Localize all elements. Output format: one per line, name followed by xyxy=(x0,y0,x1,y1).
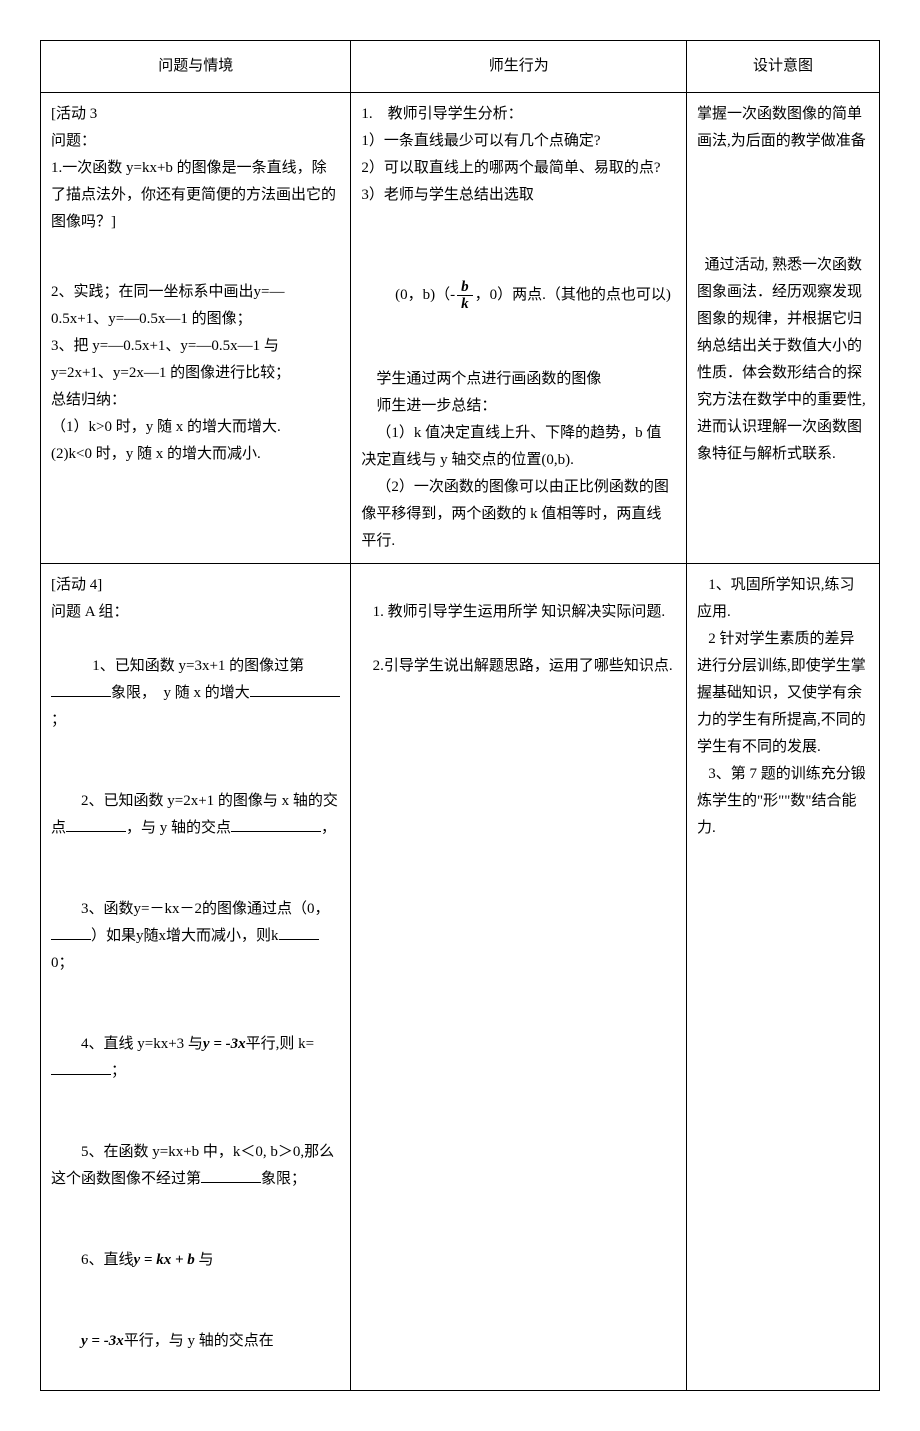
table-row: 2、实践；在同一坐标系中画出y=—0.5x+1、y=—0.5x—1 的图像； 3… xyxy=(41,244,880,564)
blank-field xyxy=(250,696,340,697)
fraction-icon: bk xyxy=(457,279,473,312)
text-block: 1.一次函数 y=kx+b 的图像是一条直线，除了描点法外，你还有更简便的方法画… xyxy=(51,155,340,236)
header-col2: 师生行为 xyxy=(351,41,687,93)
q1-line: 1、已知函数 y=3x+1 的图像过第象限， y 随 x 的增大 ； xyxy=(51,626,340,761)
cell-row3-col1: [活动 4] 问题 A 组： 1、已知函数 y=3x+1 的图像过第象限， y … xyxy=(41,564,351,1391)
blank-field xyxy=(66,831,126,832)
blank-field xyxy=(51,696,111,697)
text-block: 3）老师与学生总结出选取 xyxy=(361,182,676,209)
text-span: ）如果y随x增大而减小，则k xyxy=(91,928,279,944)
text-block: 学生通过两个点进行画函数的图像 xyxy=(361,366,676,393)
cell-row3-col3: 1、巩固所学知识,练习应用. 2 针对学生素质的差异进行分层训练,即使学生掌握基… xyxy=(687,564,880,1391)
blank-field xyxy=(231,831,321,832)
header-col1: 问题与情境 xyxy=(41,41,351,93)
text-block: [活动 4] xyxy=(51,572,340,599)
math-expr: y = kx + b xyxy=(134,1252,195,1268)
cell-row2-col3: 通过活动, 熟悉一次函数图象画法．经历观察发现图象的规律，并根据它归纳总结出关于… xyxy=(687,244,880,564)
blank-field xyxy=(51,1074,111,1075)
cell-row1-col1: [活动 3 问题： 1.一次函数 y=kx+b 的图像是一条直线，除了描点法外，… xyxy=(41,93,351,245)
text-block: 1. 教师引导学生运用所学 知识解决实际问题. xyxy=(361,599,676,626)
text-span: 4、直线 y=kx+3 与 xyxy=(81,1036,203,1052)
cell-row3-col2: 1. 教师引导学生运用所学 知识解决实际问题. 2.引导学生说出解题思路，运用了… xyxy=(351,564,687,1391)
text-span: 3、函数y=－kx－2的图像通过点（0， xyxy=(81,901,329,917)
text-block: 1、巩固所学知识,练习应用. 2 针对学生素质的差异进行分层训练,即使学生掌握基… xyxy=(697,572,869,842)
table-header-row: 问题与情境 师生行为 设计意图 xyxy=(41,41,880,93)
table-row: [活动 3 问题： 1.一次函数 y=kx+b 的图像是一条直线，除了描点法外，… xyxy=(41,93,880,245)
text-span: ； xyxy=(51,712,66,728)
text-span: ， xyxy=(321,820,336,836)
text-block: 总结归纳： xyxy=(51,387,340,414)
text-block: 1. 教师引导学生分析： xyxy=(361,101,676,128)
text-block: 问题： xyxy=(51,128,340,155)
blank-field xyxy=(201,1182,261,1183)
lesson-plan-table: 问题与情境 师生行为 设计意图 [活动 3 问题： 1.一次函数 y=kx+b … xyxy=(40,40,880,1391)
cell-row2-col2: (0，b)（-bk，0）两点.（其他的点也可以) 学生通过两个点进行画函数的图像… xyxy=(351,244,687,564)
blank-field xyxy=(279,939,319,940)
q3-line: 3、函数y=－kx－2的图像通过点（0， ）如果y随x增大而减小，则k 0； xyxy=(51,869,340,1004)
header-col3: 设计意图 xyxy=(687,41,880,93)
text-span: 平行,则 k= xyxy=(246,1036,314,1052)
math-expr: y = -3x xyxy=(81,1333,124,1349)
text-block: [活动 3 xyxy=(51,101,340,128)
text-block: 2、实践；在同一坐标系中画出y=—0.5x+1、y=—0.5x—1 的图像； xyxy=(51,279,340,333)
text-block: 问题 A 组： xyxy=(51,599,340,626)
blank-field xyxy=(51,939,91,940)
cell-row1-col3: 掌握一次函数图像的简单画法,为后面的教学做准备 xyxy=(687,93,880,245)
text-span: 象限， y 随 x 的增大 xyxy=(111,685,250,701)
text-span: ，与 y 轴的交点 xyxy=(126,820,231,836)
text-block: 通过活动, 熟悉一次函数图象画法．经历观察发现图象的规律，并根据它归纳总结出关于… xyxy=(697,252,869,468)
q5-line: 5、在函数 y=kx+b 中，k＜0, b＞0,那么这个函数图像不经过第象限； xyxy=(51,1112,340,1220)
q2-line: 2、已知函数 y=2x+1 的图像与 x 轴的交点，与 y 轴的交点， xyxy=(51,761,340,869)
text-span: 象限； xyxy=(261,1171,306,1187)
text-block: 2.引导学生说出解题思路，运用了哪些知识点. xyxy=(361,653,676,680)
text-span: ； xyxy=(111,1063,126,1079)
table-row: [活动 4] 问题 A 组： 1、已知函数 y=3x+1 的图像过第象限， y … xyxy=(41,564,880,1391)
text-block: (2)k<0 时，y 随 x 的增大而减小. xyxy=(51,441,340,468)
fraction-line: (0，b)（-bk，0）两点.（其他的点也可以) xyxy=(361,252,676,339)
q4-line: 4、直线 y=kx+3 与y = -3x平行,则 k= ； xyxy=(51,1004,340,1112)
text-span: 平行，与 y 轴的交点在 xyxy=(124,1333,274,1349)
text-block: 2）可以取直线上的哪两个最简单、易取的点? xyxy=(361,155,676,182)
q6b-line: y = -3x平行，与 y 轴的交点在 xyxy=(51,1301,340,1382)
text-span: 与 xyxy=(195,1252,214,1268)
text-block: 师生进一步总结： xyxy=(361,393,676,420)
text-span: 1、已知函数 y=3x+1 的图像过第 xyxy=(81,658,304,674)
cell-row2-col1: 2、实践；在同一坐标系中画出y=—0.5x+1、y=—0.5x—1 的图像； 3… xyxy=(41,244,351,564)
text-block: 掌握一次函数图像的简单画法,为后面的教学做准备 xyxy=(697,101,869,155)
text-span: 6、直线 xyxy=(81,1252,134,1268)
q6-line: 6、直线y = kx + b 与 xyxy=(51,1220,340,1301)
text-block: 3、把 y=—0.5x+1、y=—0.5x—1 与 y=2x+1、y=2x—1 … xyxy=(51,333,340,387)
text-span: 0； xyxy=(51,955,74,971)
math-expr: y = -3x xyxy=(203,1036,246,1052)
text-span: ，0）两点.（其他的点也可以) xyxy=(475,287,671,303)
text-block: （2）一次函数的图像可以由正比例函数的图像平移得到，两个函数的 k 值相等时，两… xyxy=(361,474,676,555)
text-span: (0，b)（- xyxy=(391,287,455,303)
text-block: 1）一条直线最少可以有几个点确定? xyxy=(361,128,676,155)
cell-row1-col2: 1. 教师引导学生分析： 1）一条直线最少可以有几个点确定? 2）可以取直线上的… xyxy=(351,93,687,245)
text-block: （1）k 值决定直线上升、下降的趋势，b 值决定直线与 y 轴交点的位置(0,b… xyxy=(361,420,676,474)
text-block: （1）k>0 时，y 随 x 的增大而增大. xyxy=(51,414,340,441)
